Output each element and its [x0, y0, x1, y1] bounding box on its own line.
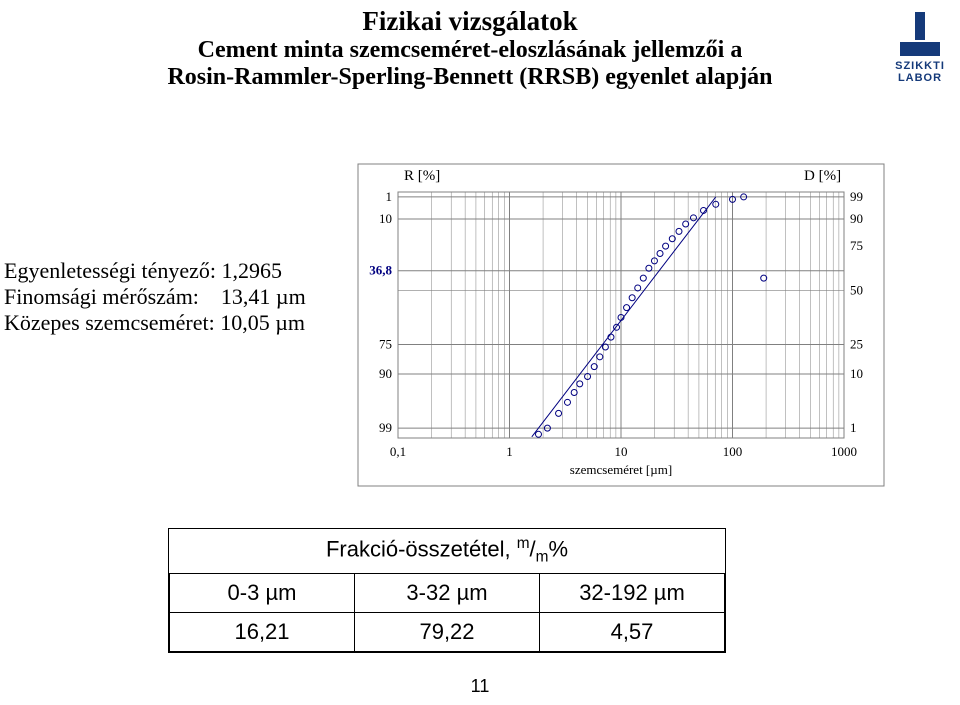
x-tick-label: 1000: [831, 444, 857, 459]
x-tick-label: 0,1: [390, 444, 406, 459]
y-right-tick-label: 50: [850, 282, 863, 297]
y-left-tick-label: 90: [379, 366, 392, 381]
table-cell: 16,21: [170, 612, 355, 651]
page-number: 11: [0, 676, 960, 697]
table-header-cell: 32-192 µm: [540, 573, 725, 612]
y-right-tick-label: 75: [850, 238, 863, 253]
page: SZIKKTI LABOR Fizikai vizsgálatok Cement…: [0, 0, 960, 705]
fraction-table-title: Frakció-összetétel, m/m%: [169, 529, 725, 573]
y-right-tick-label: 25: [850, 337, 863, 352]
table-row: 16,21 79,22 4,57: [170, 612, 725, 651]
y-right-tick-label: 99: [850, 189, 863, 204]
table-row: 0-3 µm 3-32 µm 32-192 µm: [170, 573, 725, 612]
fraction-table: Frakció-összetétel, m/m% 0-3 µm 3-32 µm …: [168, 528, 726, 653]
table-header-cell: 3-32 µm: [355, 573, 540, 612]
y-left-tick-label: 75: [379, 337, 392, 352]
x-tick-label: 1: [506, 444, 513, 459]
fraction-table-grid: 0-3 µm 3-32 µm 32-192 µm 16,21 79,22 4,5…: [169, 573, 725, 652]
table-header-cell: 0-3 µm: [170, 573, 355, 612]
y-left-tick-label: 36,8: [369, 263, 392, 278]
y-left-tick-label: 1: [386, 189, 393, 204]
table-cell: 4,57: [540, 612, 725, 651]
y-right-tick-label: 1: [850, 420, 857, 435]
y-left-tick-label: 99: [379, 420, 392, 435]
x-axis-label: szemcseméret [µm]: [570, 462, 672, 477]
y-right-tick-label: 90: [850, 211, 863, 226]
x-tick-label: 100: [723, 444, 743, 459]
table-cell: 79,22: [355, 612, 540, 651]
y-right-tick-label: 10: [850, 366, 863, 381]
y-left-tick-label: 10: [379, 211, 392, 226]
x-tick-label: 10: [615, 444, 628, 459]
